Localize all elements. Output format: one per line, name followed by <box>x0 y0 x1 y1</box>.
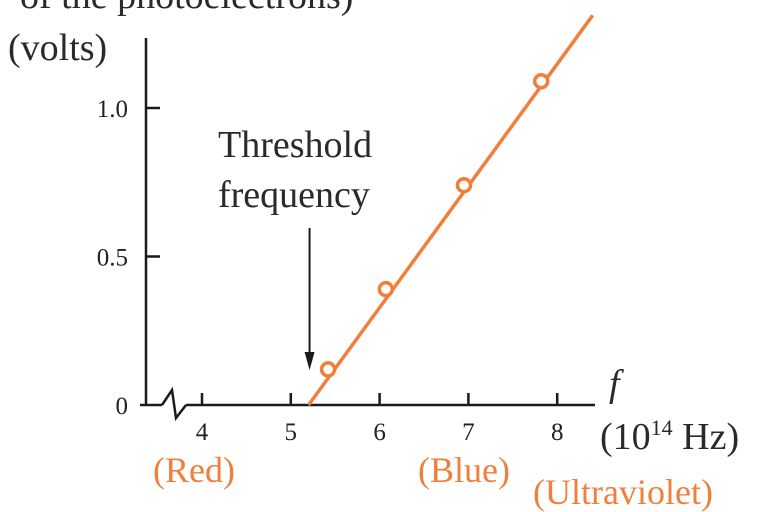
data-point <box>319 361 337 378</box>
y-tick-label: 0 <box>116 393 129 420</box>
region-label-blue: (Blue) <box>418 450 510 490</box>
x-tick-label: 5 <box>285 419 298 446</box>
x-tick-label: 8 <box>551 419 564 446</box>
data-points <box>319 73 550 378</box>
threshold-label-line1: Threshold <box>218 124 372 166</box>
x-ticks: 4 5 6 7 8 <box>196 393 564 446</box>
x-tick-label: 6 <box>373 419 386 446</box>
x-axis-unit: (1014 Hz) <box>600 415 739 458</box>
x-axis-symbol: f <box>609 363 624 405</box>
data-point <box>377 280 395 298</box>
x-axis-unit-exponent: 14 <box>651 415 673 440</box>
y-tick-label: 0.5 <box>97 245 128 272</box>
data-point <box>532 73 550 90</box>
x-tick-label: 7 <box>462 419 475 446</box>
region-label-ultraviolet: (Ultraviolet) <box>533 472 713 512</box>
y-axis-label: (volts) <box>8 27 107 69</box>
x-axis-unit-suffix: Hz) <box>673 416 739 458</box>
threshold-arrowhead <box>304 352 315 370</box>
chart-title-partial: of the photoelectrons) <box>20 0 353 17</box>
threshold-label-line2: frequency <box>218 174 370 216</box>
axis-break-icon <box>160 386 187 422</box>
region-label-red: (Red) <box>153 450 235 490</box>
data-point <box>455 176 473 194</box>
x-axis-unit-prefix: (10 <box>600 416 651 458</box>
x-tick-label: 4 <box>196 419 209 446</box>
y-tick-label: 1.0 <box>97 96 128 123</box>
y-ticks: 0 0.5 1.0 <box>97 96 160 420</box>
